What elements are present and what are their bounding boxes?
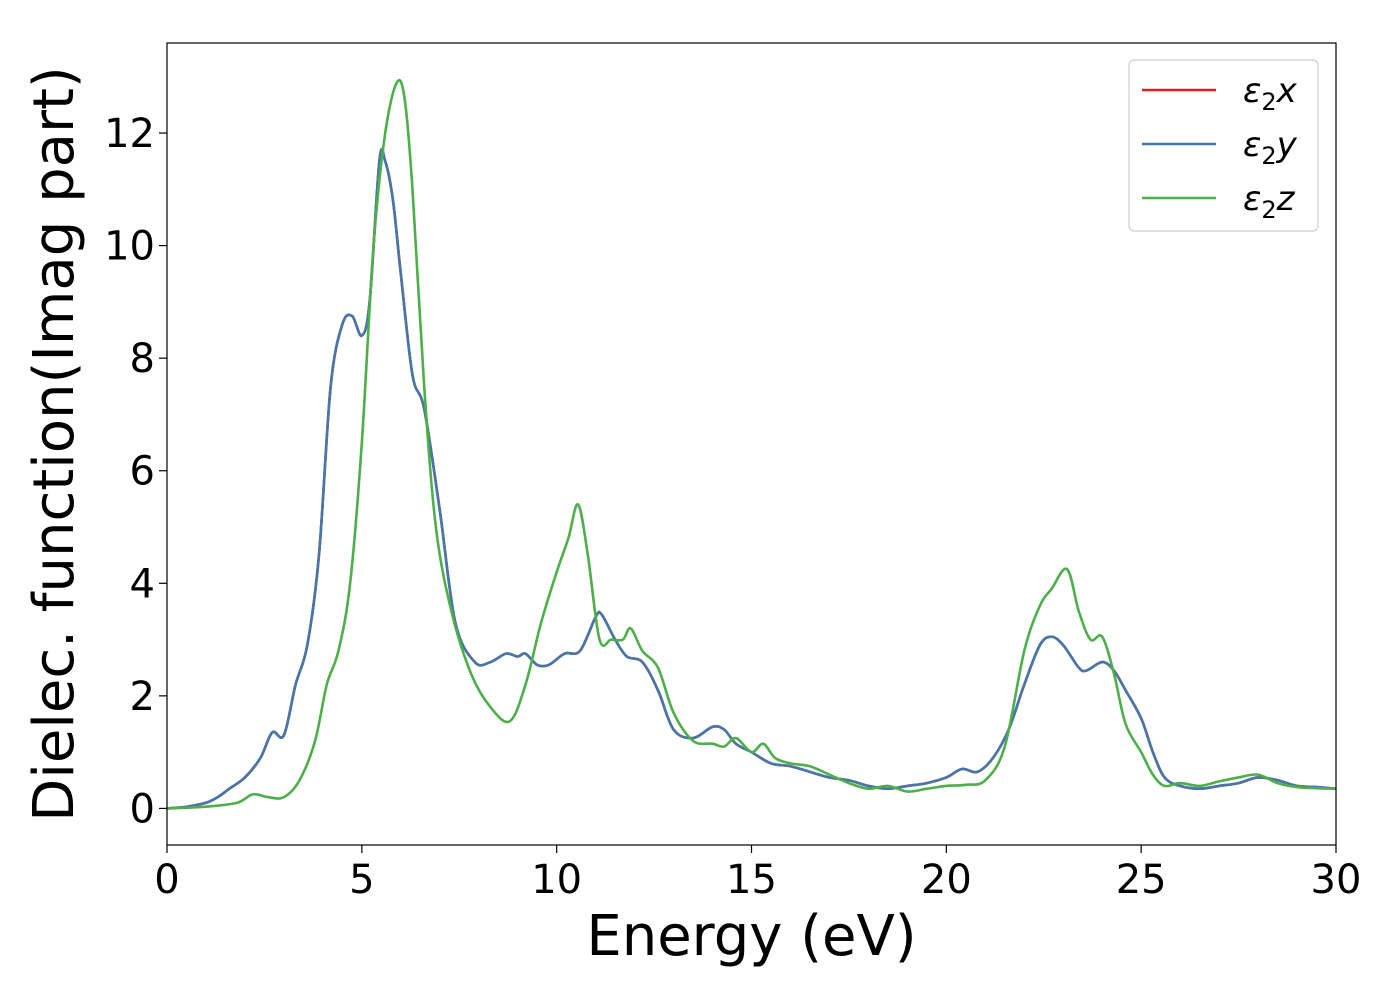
series-layer	[167, 78, 1336, 810]
legend: ε2x ε2y ε2z	[1128, 59, 1319, 232]
x-tick-label: 20	[921, 857, 972, 903]
y-tick-label: 0	[130, 786, 155, 832]
x-tick-label: 15	[726, 857, 777, 903]
legend-box	[1128, 59, 1319, 232]
y-tick-label: 4	[130, 561, 155, 607]
legend-label-z: ε2z	[1243, 179, 1296, 224]
x-axis-label: Energy (eV)	[586, 904, 916, 969]
y-tick-label: 10	[104, 224, 155, 270]
x-tick-label: 10	[531, 857, 582, 903]
legend-label-y: ε2y	[1243, 125, 1298, 170]
y-axis-ticks: 0 2 4 6 8 10 12	[104, 111, 167, 832]
y-tick-label: 6	[130, 449, 155, 495]
x-tick-label: 0	[154, 857, 179, 903]
y-axis-label: Dielec. function(Imag part)	[22, 66, 87, 822]
x-tick-label: 5	[349, 857, 374, 903]
series-line-y	[167, 147, 1336, 810]
y-tick-label: 12	[104, 111, 155, 157]
series-line-z	[167, 78, 1336, 810]
legend-label-x: ε2x	[1243, 71, 1298, 116]
x-tick-label: 25	[1116, 857, 1167, 903]
x-axis-ticks: 0 5 10 15 20 25 30	[154, 845, 1361, 903]
y-tick-label: 8	[130, 336, 155, 382]
y-tick-label: 2	[130, 674, 155, 720]
x-tick-label: 30	[1311, 857, 1362, 903]
